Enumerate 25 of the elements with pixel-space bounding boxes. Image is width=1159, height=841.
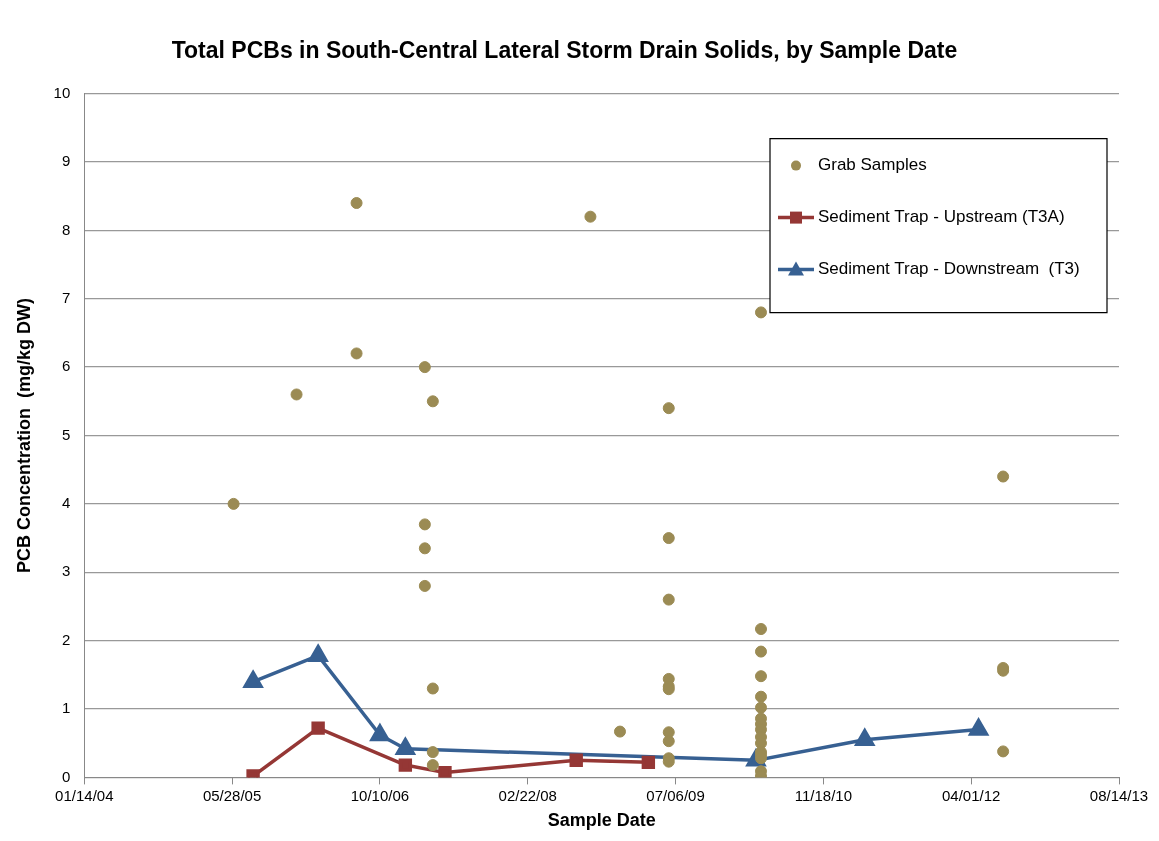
x-tick-label: 11/18/10 (794, 786, 853, 804)
chart-title: Total PCBs in South-Central Lateral Storm Drain Solids, by Sample Date (171, 37, 958, 64)
x-axis-title: Sample Date (547, 810, 656, 831)
x-tick-label: 05/28/05 (202, 786, 262, 804)
y-tick-label: 5 (61, 425, 71, 443)
legend-label: Grab Samples (818, 155, 927, 175)
y-tick-label: 7 (61, 288, 71, 306)
x-tick-label: 04/01/12 (941, 786, 1001, 804)
x-tick-label: 02/22/08 (498, 786, 557, 804)
y-tick-label: 3 (61, 562, 71, 580)
x-tick-label: 10/10/06 (350, 786, 410, 804)
y-tick-label: 10 (53, 83, 71, 101)
x-tick-label: 07/06/09 (646, 786, 705, 804)
x-tick-label: 08/14/13 (1089, 786, 1149, 804)
y-tick-label: 1 (61, 699, 71, 717)
x-tick-label: 01/14/04 (55, 786, 114, 804)
y-tick-label: 0 (61, 767, 71, 785)
legend-label: Sediment Trap - Upstream (T3A) (818, 207, 1065, 227)
y-tick-label: 8 (61, 220, 71, 238)
y-tick-label: 9 (61, 152, 71, 170)
y-axis-title: PCB Concentration (mg/kg DW) (13, 298, 34, 573)
legend-label: Sediment Trap - Downstream (T3) (818, 259, 1080, 279)
y-tick-label: 6 (61, 357, 71, 375)
y-tick-label: 2 (61, 630, 71, 648)
y-tick-label: 4 (61, 494, 71, 512)
